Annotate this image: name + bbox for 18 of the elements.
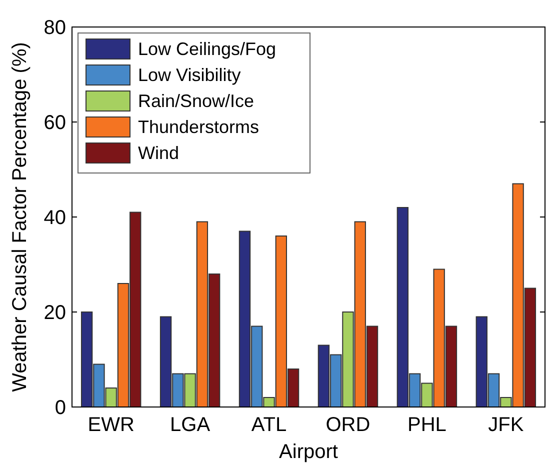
x-tick-label: LGA (170, 414, 211, 436)
x-axis-title: Airport (279, 441, 338, 463)
legend-label: Wind (138, 143, 180, 163)
x-tick-label: ORD (326, 414, 370, 436)
legend-label: Low Ceilings/Fog (138, 39, 276, 59)
x-tick-label: JFK (488, 414, 524, 436)
y-tick-label: 40 (44, 207, 66, 229)
y-tick-label: 60 (44, 112, 66, 134)
legend-label: Low Visibility (138, 65, 241, 85)
y-tick-label: 0 (54, 397, 66, 419)
legend-label: Thunderstorms (138, 117, 260, 137)
x-tick-label: PHL (407, 414, 446, 436)
y-tick-label: 80 (44, 17, 66, 39)
legend-label: Rain/Snow/Ice (138, 91, 254, 111)
x-tick-label: ATL (251, 414, 287, 436)
y-tick-label: 20 (44, 302, 66, 324)
y-axis-title: Weather Causal Factor Percentage (%) (9, 42, 31, 392)
x-tick-label: EWR (88, 414, 134, 436)
